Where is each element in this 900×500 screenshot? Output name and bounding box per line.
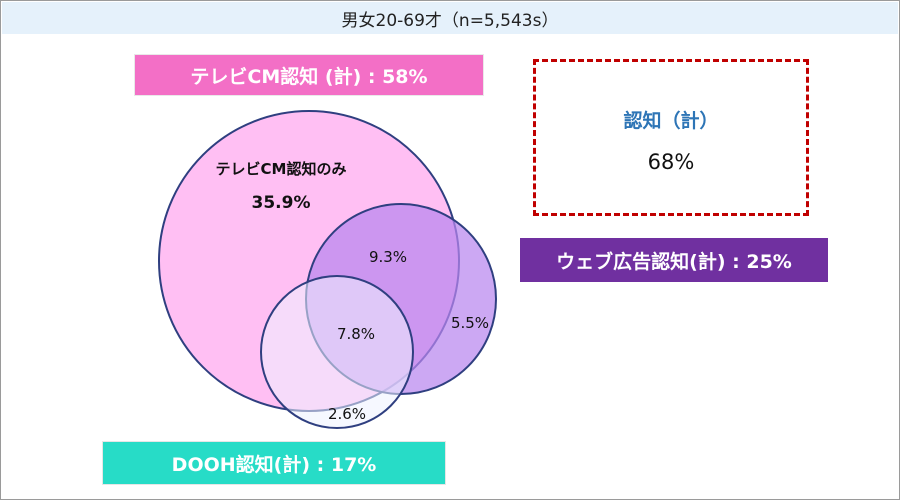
- web-ad-label: ウェブ広告認知(計) : 25%: [556, 250, 792, 273]
- tv-cm-label-box: テレビCM認知 (計) : 58%: [134, 54, 484, 96]
- dooh-label-box: DOOH認知(計) : 17%: [102, 441, 446, 485]
- tv-only-value: 35.9%: [252, 193, 311, 213]
- total-awareness-value: 68%: [647, 150, 695, 174]
- dooh-label: DOOH認知(計) : 17%: [171, 453, 377, 476]
- tv-web-value: 9.3%: [369, 248, 407, 266]
- tv-only-label: テレビCM認知のみ: [216, 160, 347, 178]
- tv-cm-label: テレビCM認知 (計) : 58%: [190, 65, 428, 88]
- header-bar: 男女20-69才（n=5,543s）: [2, 2, 898, 34]
- header-title: 男女20-69才（n=5,543s）: [341, 10, 559, 31]
- total-awareness-title: 認知（計）: [623, 110, 719, 132]
- web-ad-label-box: ウェブ広告認知(計) : 25%: [520, 238, 828, 282]
- total-awareness-box: 認知（計） 68%: [533, 59, 809, 216]
- web-only-value: 5.5%: [451, 314, 489, 332]
- dooh-circle: [260, 275, 414, 429]
- tv-web-dooh-value: 7.8%: [337, 325, 375, 343]
- dooh-only-value: 2.6%: [328, 405, 366, 423]
